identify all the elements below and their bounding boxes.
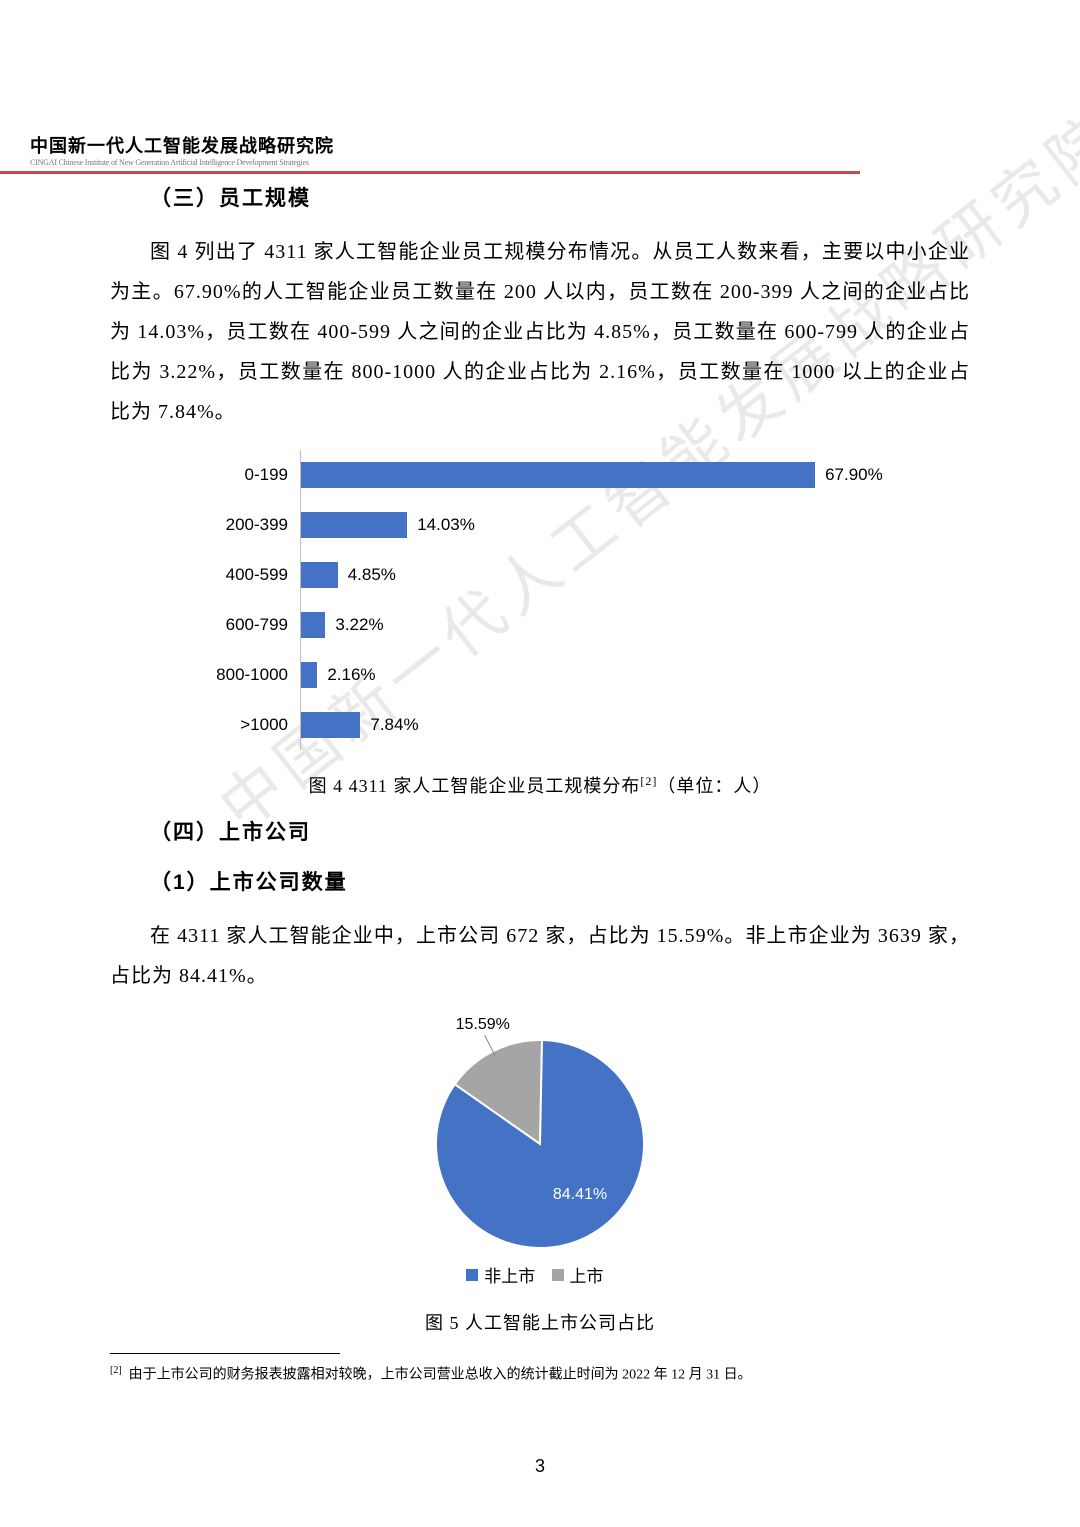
pie-chart-svg: 15.59% 84.41% [390,1006,690,1256]
bar-row: >1000 7.84% [190,700,930,750]
header-org-cn: 中国新一代人工智能发展战略研究院 [30,132,860,158]
figure-4-caption-suffix: （单位：人） [657,776,771,796]
pie-legend: 非上市 上市 [466,1262,614,1287]
bar-row: 200-399 14.03% [190,500,930,550]
bar-row: 0-199 67.90% [190,450,930,500]
section-4-paragraph: 在 4311 家人工智能企业中，上市公司 672 家，占比为 15.59%。非上… [110,916,970,996]
bar-rect [301,712,360,738]
bar-rect [301,562,338,588]
footnote-marker: [2] [110,1365,122,1376]
pie-label-majority: 84.41% [553,1186,607,1203]
footnote-rule [110,1353,340,1354]
section-4-subheading: （1）上市公司数量 [150,866,970,896]
bar-category-label: 0-199 [190,465,300,485]
header-org-block: 中国新一代人工智能发展战略研究院 CINGAI Chinese Institut… [0,132,860,174]
bar-value-label: 7.84% [370,715,418,735]
bar-value-label: 4.85% [348,565,396,585]
footnote: [2] 由于上市公司的财务报表披露相对较晚，上市公司营业总收入的统计截止时间为 … [110,1360,970,1387]
bar-rect [301,662,317,688]
section-4-heading: （四）上市公司 [150,816,970,846]
section-3-paragraph: 图 4 列出了 4311 家人工智能企业员工规模分布情况。从员工人数来看，主要以… [110,232,970,432]
bar-value-label: 67.90% [825,465,883,485]
header-org-en: CINGAI Chinese Institute of New Generati… [30,158,860,167]
figure-4-caption: 图 4 4311 家人工智能企业员工规模分布[2]（单位：人） [110,772,970,798]
bar-row: 400-599 4.85% [190,550,930,600]
bar-value-label: 3.22% [335,615,383,635]
figure-4-caption-sup: [2] [640,774,657,788]
legend-label: 上市 [570,1262,604,1287]
bar-category-label: 800-1000 [190,665,300,685]
section-3-heading: （三）员工规模 [150,182,970,212]
bar-rect [301,512,407,538]
bar-row: 800-1000 2.16% [190,650,930,700]
figure-4-caption-prefix: 图 4 4311 家人工智能企业员工规模分布 [309,776,641,796]
page-number: 3 [0,1456,1080,1477]
bar-value-label: 2.16% [327,665,375,685]
bar-rect [301,462,815,488]
bar-row: 600-799 3.22% [190,600,930,650]
pie-label-minority: 15.59% [456,1016,510,1033]
bar-category-label: 400-599 [190,565,300,585]
bar-category-label: 200-399 [190,515,300,535]
bar-chart-figure-4: 0-199 67.90% 200-399 14.03% 400-599 4.85% 600-… [190,450,930,750]
footnote-text: 由于上市公司的财务报表披露相对较晚，上市公司营业总收入的统计截止时间为 2022… [129,1368,752,1383]
bar-category-label: 600-799 [190,615,300,635]
bar-rect [301,612,325,638]
bar-category-label: >1000 [190,715,300,735]
legend-swatch [466,1269,478,1281]
legend-swatch [552,1269,564,1281]
legend-label: 非上市 [484,1262,535,1287]
bar-value-label: 14.03% [417,515,475,535]
figure-5-caption: 图 5 人工智能上市公司占比 [110,1309,970,1335]
pie-chart-figure-5: 15.59% 84.41% 非上市 上市 [110,1006,970,1287]
